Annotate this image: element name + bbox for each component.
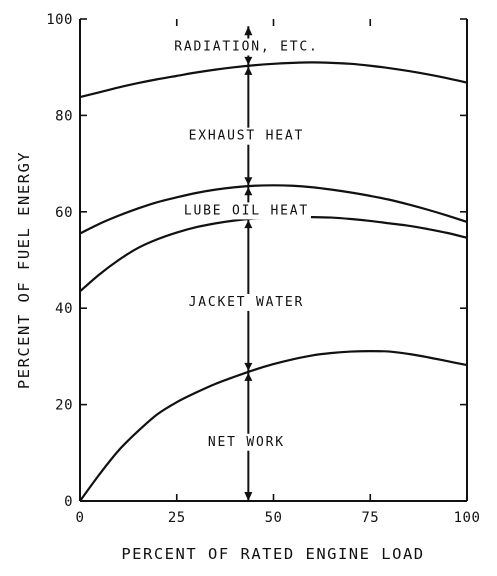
marker-arrow-up-3	[244, 66, 253, 75]
marker-arrow-down-3	[244, 56, 253, 65]
region-label-radiation-etc: RADIATION, ETC.	[174, 40, 318, 55]
boundary-curve-net-work	[79, 349, 468, 502]
marker-arrow-down-0	[244, 362, 253, 371]
boundary-curve-exhaust-heat	[79, 61, 468, 99]
ticks-layer: 0 25 50 75 100 0 20 40 60 80 100	[46, 12, 480, 526]
y-tick-label-1: 20	[55, 398, 73, 414]
labels-layer: RADIATION, ETC. EXHAUST HEAT LUBE OIL HEAT…	[172, 38, 321, 451]
region-label-group-lube-oil-heat: LUBE OIL HEAT	[181, 202, 311, 220]
region-label-bg-lube-oil-heat	[181, 202, 311, 220]
marker-arrow-bottom	[244, 492, 253, 501]
marker-layer	[244, 26, 253, 501]
x-tick-label-0: 0	[76, 510, 85, 526]
region-label-group-radiation-etc: RADIATION, ETC.	[172, 38, 321, 56]
region-label-net-work: NET WORK	[208, 435, 285, 450]
y-tick-label-3: 60	[55, 205, 73, 221]
boundary-curve-jacket-water	[79, 215, 468, 293]
x-tick-label-2: 50	[265, 510, 283, 526]
y-axis-title: PERCENT OF FUEL ENERGY	[15, 151, 33, 389]
region-label-group-jacket-water: JACKET WATER	[186, 293, 307, 311]
region-label-group-net-work: NET WORK	[205, 433, 287, 451]
marker-arrow-top	[244, 26, 253, 36]
y-tick-label-4: 80	[55, 108, 73, 124]
x-axis-title: PERCENT OF RATED ENGINE LOAD	[121, 545, 424, 563]
x-tick-label-4: 100	[454, 510, 481, 526]
x-tick-label-3: 75	[361, 510, 379, 526]
marker-arrow-down-2	[244, 177, 253, 186]
marker-arrow-up-0	[244, 372, 253, 381]
boundary-curve-lube-oil-heat	[79, 184, 468, 235]
y-tick-label-5: 100	[46, 12, 73, 28]
x-tick-label-1: 25	[168, 510, 186, 526]
marker-arrow-up-1	[244, 220, 253, 229]
plot-frame	[79, 19, 468, 502]
region-label-bg-net-work	[205, 433, 287, 451]
y-tick-label-2: 40	[55, 301, 73, 317]
region-label-bg-radiation-etc	[172, 38, 321, 56]
region-label-lube-oil-heat: LUBE OIL HEAT	[184, 203, 309, 218]
region-label-group-exhaust-heat: EXHAUST HEAT	[186, 127, 307, 145]
region-label-bg-exhaust-heat	[186, 127, 307, 145]
region-label-bg-jacket-water	[186, 293, 307, 311]
region-label-exhaust-heat: EXHAUST HEAT	[189, 129, 305, 144]
marker-arrow-up-2	[244, 187, 253, 196]
y-tick-label-0: 0	[64, 494, 73, 510]
region-label-jacket-water: JACKET WATER	[189, 295, 305, 310]
